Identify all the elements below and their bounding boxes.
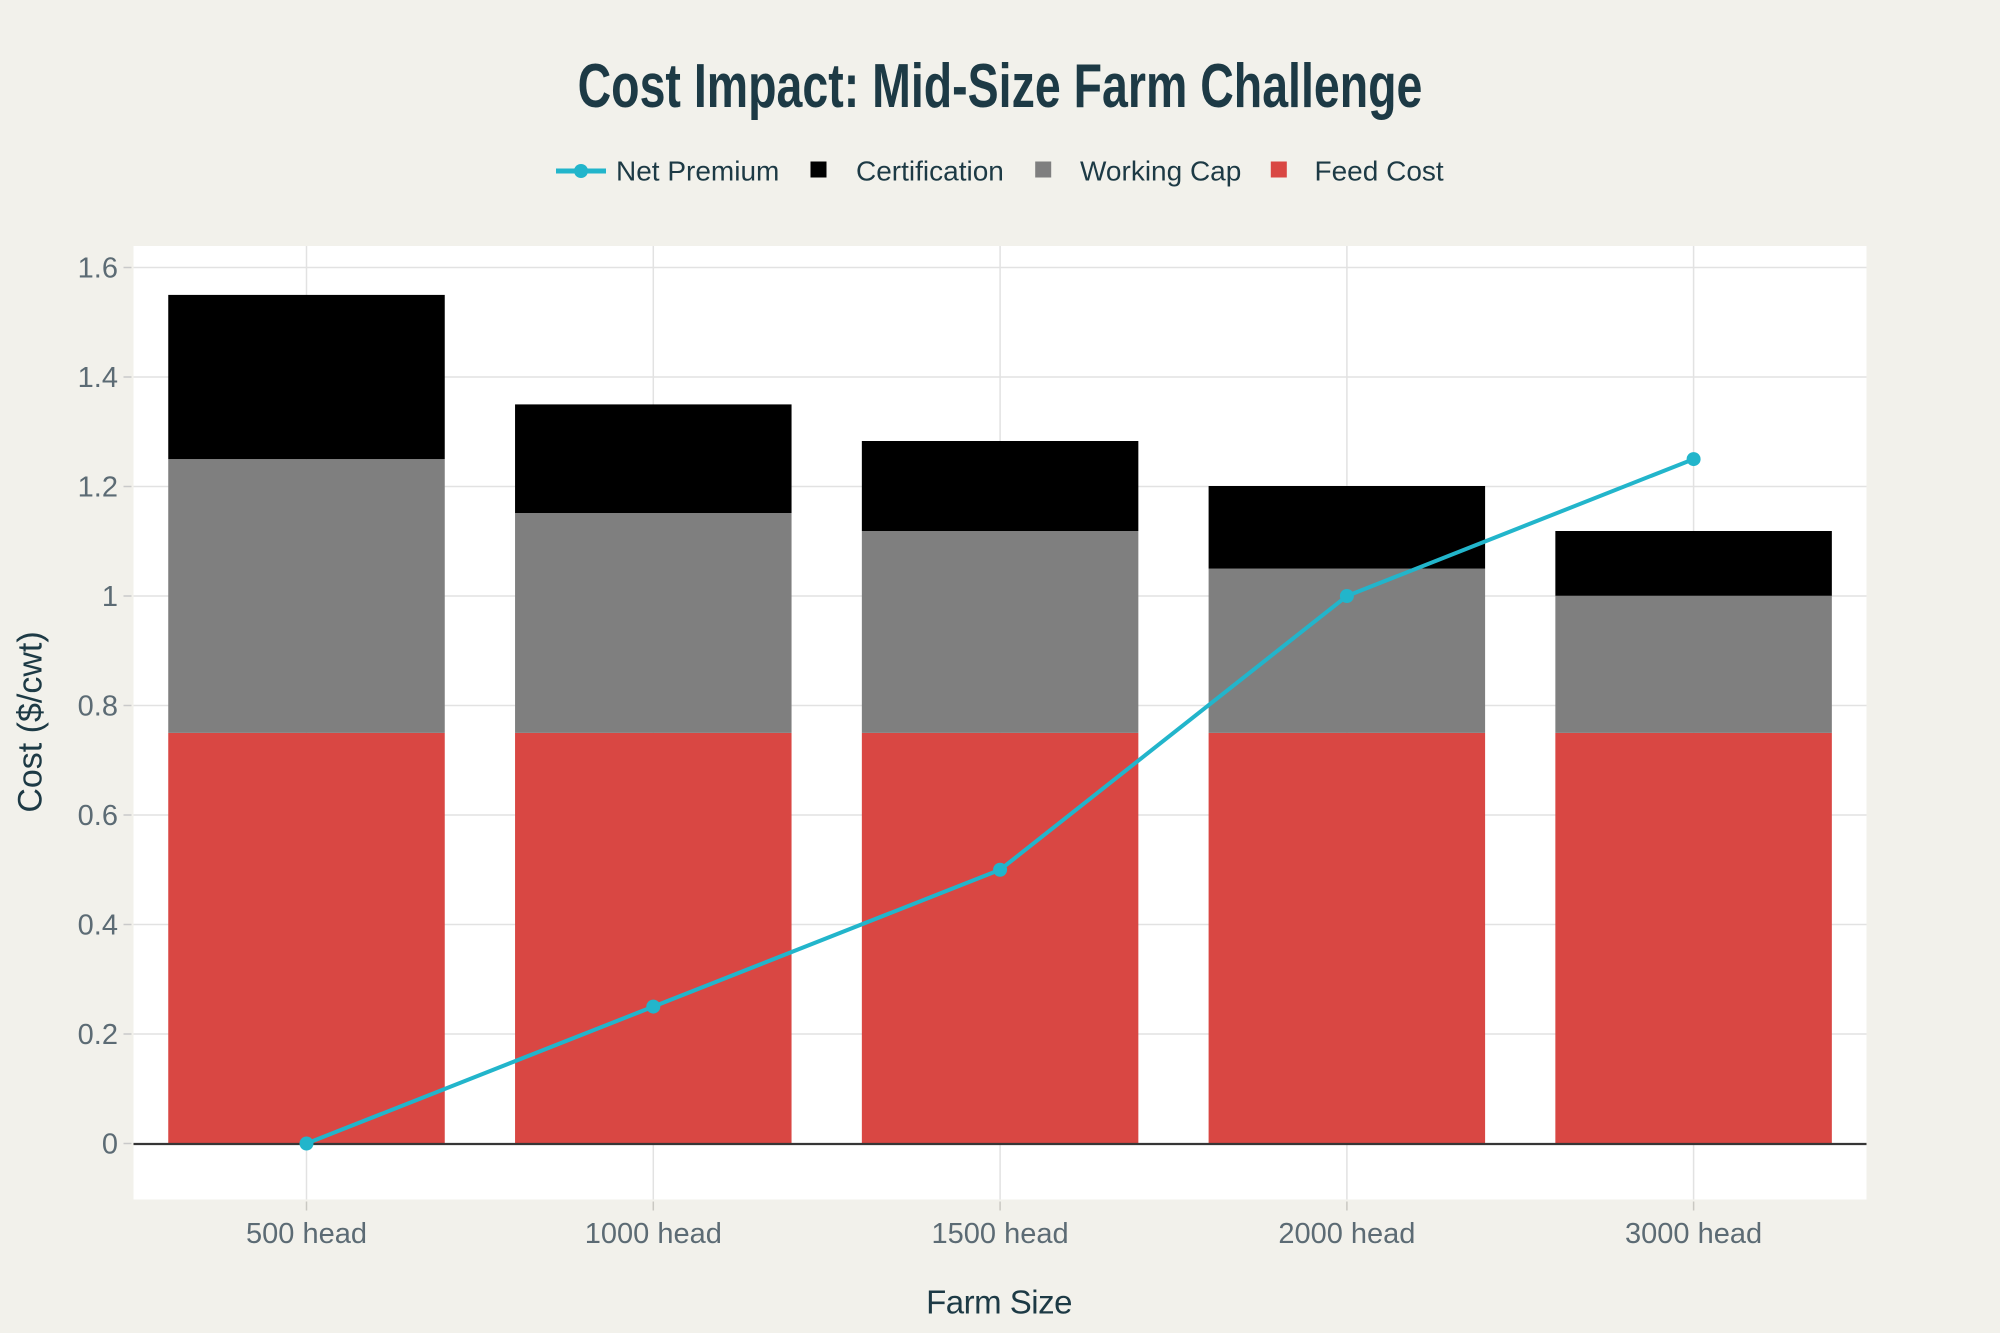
svg-text:0.8: 0.8 xyxy=(78,691,118,723)
svg-text:Cost ($/cwt): Cost ($/cwt) xyxy=(12,631,50,812)
svg-text:Cost Impact: Mid-Size Farm Cha: Cost Impact: Mid-Size Farm Challenge xyxy=(578,50,1423,120)
svg-text:0: 0 xyxy=(102,1129,118,1161)
svg-text:500 head: 500 head xyxy=(246,1218,367,1250)
svg-text:3000 head: 3000 head xyxy=(1625,1218,1762,1250)
svg-text:Net Premium: Net Premium xyxy=(616,156,779,187)
svg-text:1: 1 xyxy=(102,581,118,613)
svg-text:Feed Cost: Feed Cost xyxy=(1315,156,1444,187)
svg-text:1.2: 1.2 xyxy=(78,472,118,504)
svg-text:1500 head: 1500 head xyxy=(932,1218,1069,1250)
svg-text:1000 head: 1000 head xyxy=(585,1218,722,1250)
svg-text:Farm Size: Farm Size xyxy=(926,1284,1072,1321)
svg-text:0.6: 0.6 xyxy=(78,800,118,832)
svg-text:2000 head: 2000 head xyxy=(1278,1218,1415,1250)
svg-text:0.4: 0.4 xyxy=(78,910,118,942)
svg-text:0.2: 0.2 xyxy=(78,1019,118,1051)
svg-text:Certification: Certification xyxy=(856,156,1004,187)
svg-text:Working Cap: Working Cap xyxy=(1080,156,1241,187)
svg-text:1.6: 1.6 xyxy=(78,253,118,285)
svg-text:1.4: 1.4 xyxy=(78,362,118,394)
